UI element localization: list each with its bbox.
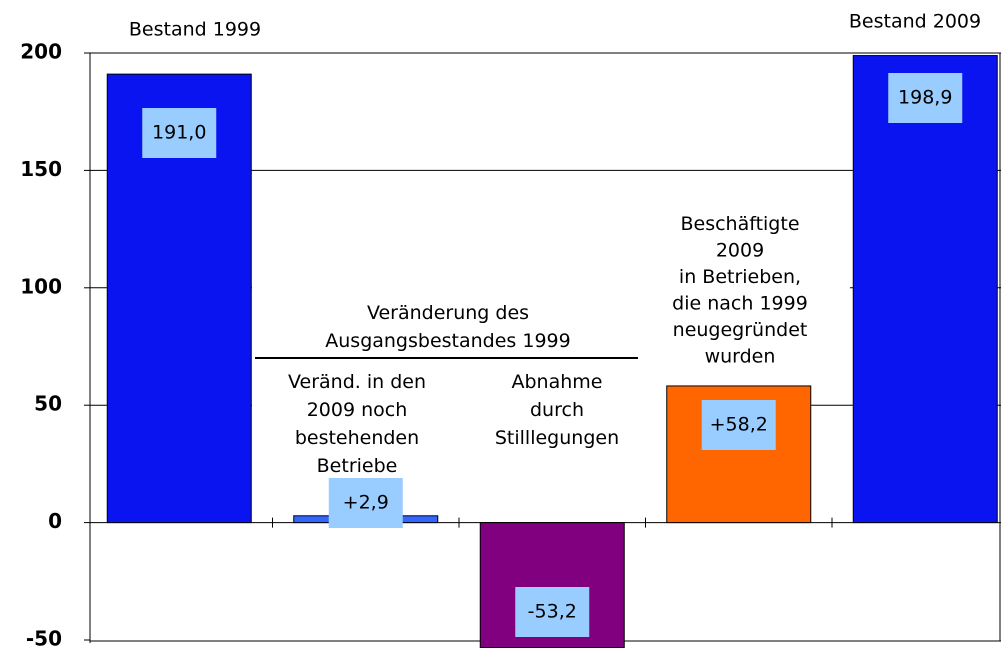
y-tick-label: 0 [48, 509, 62, 533]
category-label: Beschäftigte 2009 in Betrieben, die nach 19… [672, 213, 808, 368]
y-tick-label: 100 [20, 274, 62, 298]
category-label: Veränd. in den 2009 noch bestehenden Betrie… [288, 371, 426, 477]
y-tick-label: 50 [34, 392, 62, 416]
value-label-box [142, 108, 217, 158]
label-background [252, 380, 667, 480]
category-label: Bestand 1999 [129, 19, 261, 41]
value-label: +58,2 [710, 414, 768, 436]
value-label-box [888, 73, 963, 123]
y-tick-label: 200 [20, 40, 62, 64]
value-label: 191,0 [152, 122, 206, 144]
annotation: Veränderung des Ausgangsbestandes 1999 [325, 302, 570, 352]
value-label-box [515, 587, 590, 637]
value-label-box [701, 400, 776, 450]
y-tick-label: 150 [20, 157, 62, 181]
category-label: Bestand 2009 [849, 11, 981, 33]
value-label: -53,2 [528, 601, 577, 623]
y-tick-label: -50 [26, 627, 62, 651]
value-label: 198,9 [898, 87, 952, 109]
value-label-box [328, 478, 403, 528]
label-background [252, 200, 850, 380]
category-label: Abnahme durch Stilllegungen [495, 371, 619, 449]
bar [852, 55, 998, 524]
value-label: +2,9 [343, 492, 389, 514]
